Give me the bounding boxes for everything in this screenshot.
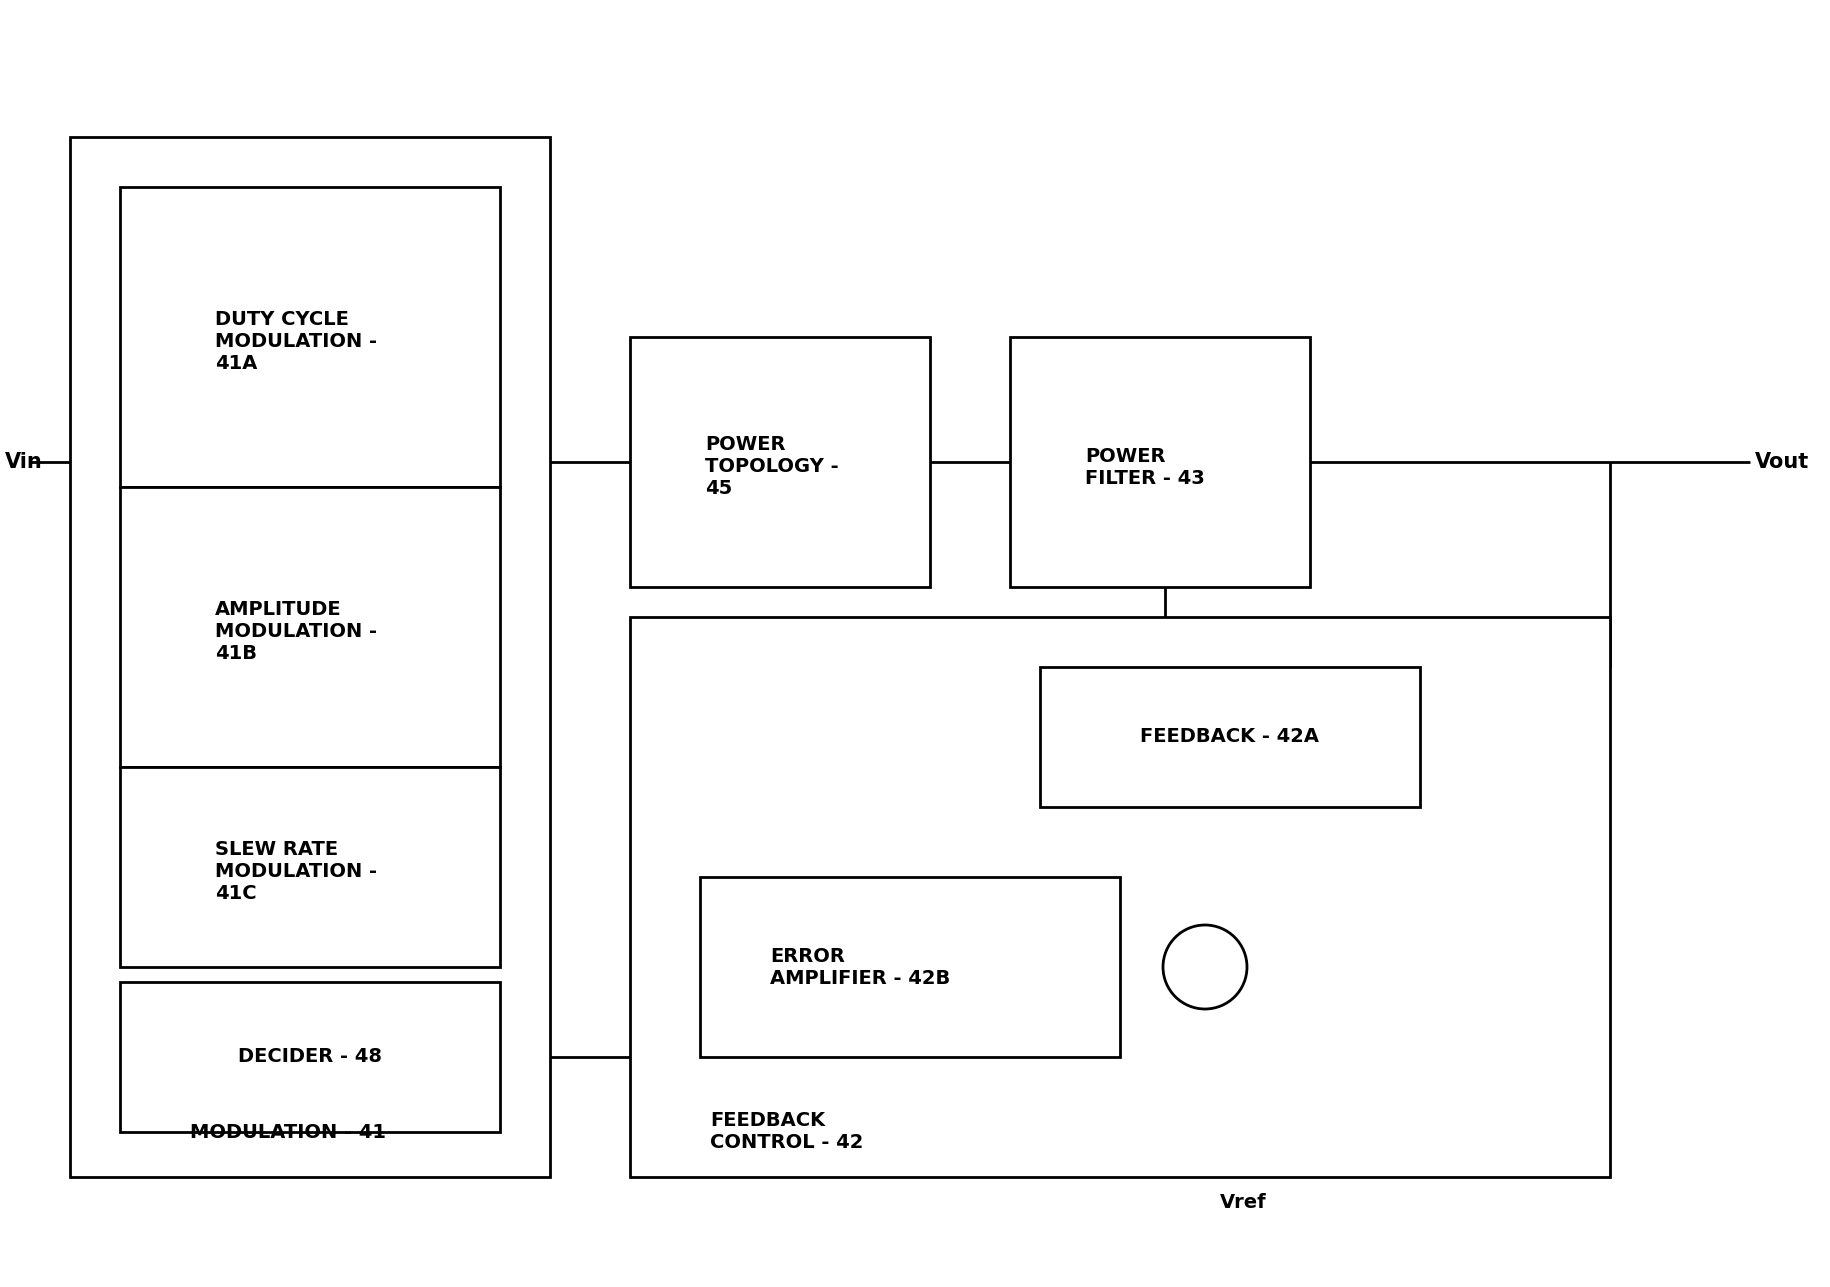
Text: DECIDER - 48: DECIDER - 48 <box>238 1048 382 1067</box>
Bar <box>121 767 500 967</box>
Text: Vout: Vout <box>1753 452 1808 472</box>
Text: Vin: Vin <box>5 452 42 472</box>
Bar <box>1010 337 1308 587</box>
Bar <box>630 616 1609 1178</box>
Bar <box>630 337 930 587</box>
Bar <box>121 486 500 767</box>
Bar <box>121 187 500 486</box>
Text: POWER
FILTER - 43: POWER FILTER - 43 <box>1085 447 1204 488</box>
Text: FEEDBACK - 42A: FEEDBACK - 42A <box>1140 727 1319 746</box>
Text: POWER
TOPOLOGY -
45: POWER TOPOLOGY - 45 <box>705 435 838 498</box>
Text: DUTY CYCLE
MODULATION -
41A: DUTY CYCLE MODULATION - 41A <box>214 310 377 373</box>
Bar <box>1039 667 1420 807</box>
Text: MODULATION - 41: MODULATION - 41 <box>190 1122 386 1142</box>
Circle shape <box>1162 925 1246 1009</box>
Text: SLEW RATE
MODULATION -
41C: SLEW RATE MODULATION - 41C <box>214 840 377 903</box>
Text: FEEDBACK
CONTROL - 42: FEEDBACK CONTROL - 42 <box>710 1112 864 1152</box>
Text: AMPLITUDE
MODULATION -
41B: AMPLITUDE MODULATION - 41B <box>214 601 377 664</box>
Bar <box>70 136 549 1178</box>
Text: ERROR
AMPLIFIER - 42B: ERROR AMPLIFIER - 42B <box>770 946 950 987</box>
Bar <box>699 876 1120 1057</box>
Text: Vref: Vref <box>1219 1193 1266 1211</box>
Bar <box>121 982 500 1133</box>
